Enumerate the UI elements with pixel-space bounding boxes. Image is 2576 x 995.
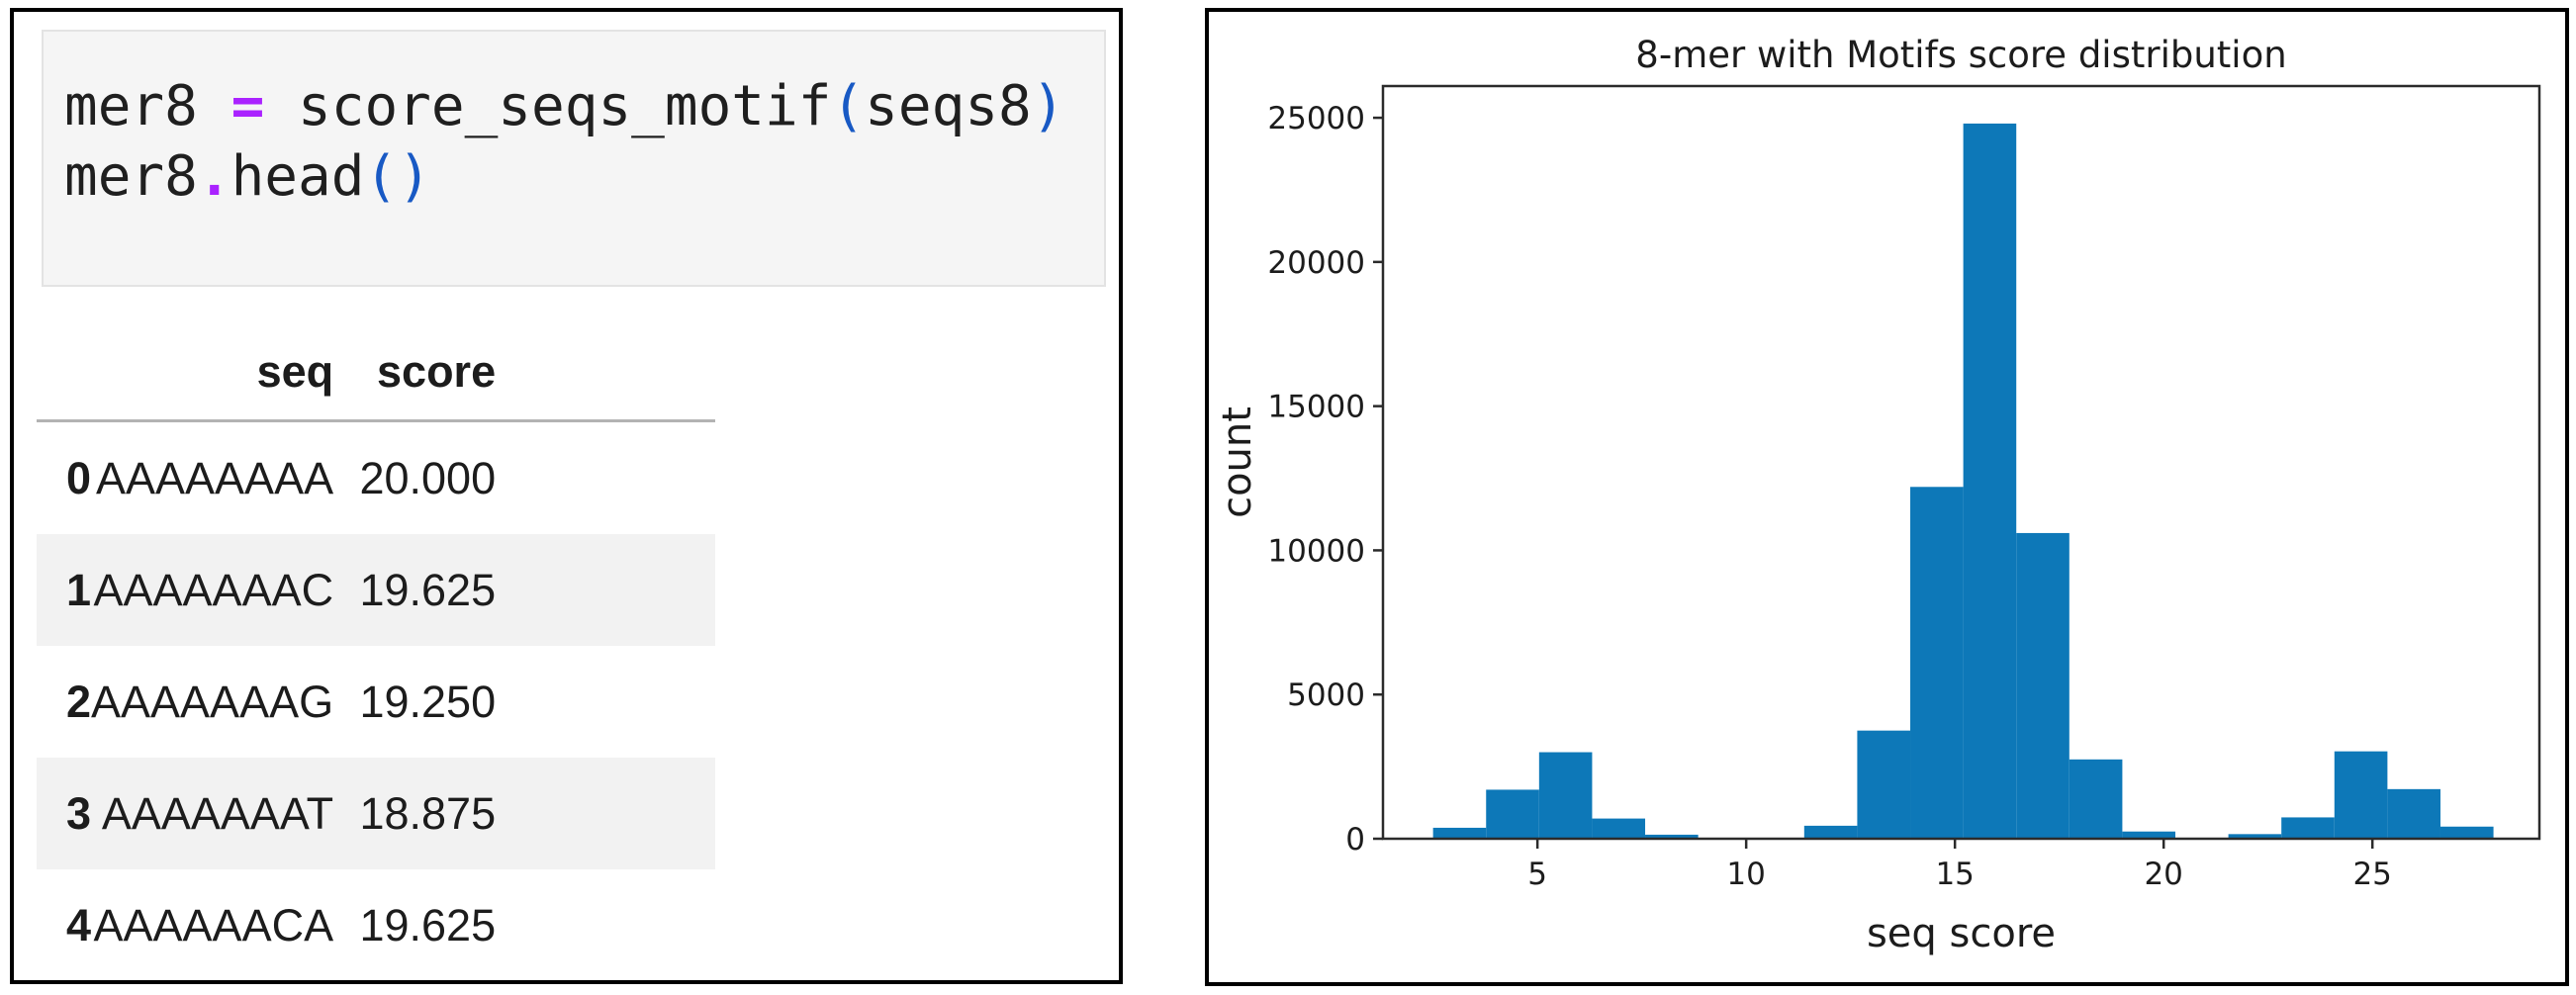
spacer-cell	[496, 869, 715, 981]
histogram-bar	[1645, 834, 1699, 839]
histogram-bar	[1432, 827, 1487, 839]
code-token: score_seqs_motif	[264, 74, 832, 138]
x-tick-label: 25	[2352, 857, 2391, 892]
y-tick-label: 25000	[1267, 101, 1365, 136]
seq-cell: AAAAAAAT	[101, 787, 334, 839]
row-index: 2	[65, 676, 91, 727]
dot-operator-token: .	[197, 144, 231, 209]
seq-cell: AAAAAACA	[93, 899, 334, 950]
x-axis-label: seq score	[1867, 911, 2056, 956]
code-token: mer8	[64, 144, 198, 209]
index-column-header	[37, 324, 91, 421]
score-cell: 19.250	[359, 676, 497, 727]
table-row: 0 AAAAAAAA 20.000	[37, 421, 715, 535]
x-tick-label: 20	[2144, 857, 2182, 892]
histogram-bar	[2281, 817, 2335, 839]
dataframe-table: seq score 0 AAAAAAAA 20.000 1 AAAAAAAC 1…	[37, 324, 716, 981]
table-row: 1 AAAAAAAC 19.625	[37, 534, 716, 646]
operator-token: =	[230, 74, 265, 138]
table-header-row: seq score	[37, 324, 716, 421]
histogram-bar	[1803, 825, 1858, 839]
histogram-bar	[1963, 123, 2017, 839]
row-index: 0	[65, 452, 91, 503]
table-row: 2 AAAAAAAG 19.250	[37, 646, 715, 758]
histogram-bar	[2228, 834, 2282, 839]
notebook-cell-panel: mer8 = score_seqs_motif(seqs8) mer8.head…	[10, 8, 1123, 984]
histogram-bar	[1538, 752, 1593, 839]
y-axis-label: count	[1215, 407, 1260, 518]
x-tick-label: 15	[1935, 857, 1974, 892]
histogram-bar	[1592, 818, 1646, 839]
plot-border	[1381, 84, 2541, 841]
y-tick-label: 5000	[1287, 678, 1365, 713]
seq-cell: AAAAAAAC	[93, 564, 334, 615]
code-cell-input[interactable]: mer8 = score_seqs_motif(seqs8) mer8.head…	[42, 30, 1106, 287]
score-column-header: score	[377, 346, 497, 397]
histogram-bar	[2387, 788, 2440, 839]
score-cell: 20.000	[359, 452, 497, 503]
histogram-bar	[2439, 826, 2494, 839]
spacer-cell	[496, 758, 715, 869]
spacer-column-header	[496, 324, 715, 421]
seq-cell: AAAAAAAG	[91, 676, 334, 727]
score-cell: 19.625	[359, 899, 497, 950]
histogram-bar	[2016, 532, 2070, 839]
row-index: 1	[65, 564, 91, 615]
x-tick-label: 5	[1527, 857, 1547, 892]
spacer-cell	[496, 421, 715, 535]
histogram-chart: 5 10 15 20 25 0 5000 10000 15000 20000 25000 8-mer …	[1215, 34, 2541, 956]
y-tick-label: 0	[1345, 822, 1365, 858]
code-line-1: mer8 = score_seqs_motif(seqs8)	[64, 71, 1094, 141]
histogram-bar	[2334, 751, 2388, 839]
open-paren-token: (	[364, 144, 399, 209]
dataframe-output: seq score 0 AAAAAAAA 20.000 1 AAAAAAAC 1…	[37, 324, 716, 981]
seq-column-header: seq	[256, 346, 334, 397]
code-token: seqs8	[865, 74, 1032, 138]
score-cell: 18.875	[359, 787, 497, 839]
spacer-cell	[496, 646, 715, 758]
seq-cell: AAAAAAAA	[95, 452, 334, 503]
close-paren-token: )	[398, 144, 431, 209]
open-paren-token: (	[831, 74, 866, 138]
close-paren-token: )	[1031, 74, 1065, 138]
table-row: 3 AAAAAAAT 18.875	[37, 758, 716, 869]
spacer-cell	[496, 534, 715, 646]
code-token: head	[230, 144, 365, 209]
code-token: mer8	[64, 74, 231, 138]
y-tick-label: 15000	[1267, 390, 1365, 425]
histogram-bar	[2122, 831, 2175, 839]
y-tick-label: 10000	[1267, 533, 1365, 569]
histogram-bar	[1857, 730, 1911, 839]
histogram-bar	[1910, 487, 1964, 839]
code-line-2: mer8.head()	[64, 141, 1094, 212]
x-tick-label: 10	[1726, 857, 1765, 892]
histogram-bar	[1486, 789, 1539, 839]
chart-title: 8-mer with Motifs score distribution	[1635, 34, 2286, 76]
row-index: 3	[65, 787, 91, 839]
row-index: 4	[65, 899, 91, 950]
table-row: 4 AAAAAACA 19.625	[37, 869, 715, 981]
y-tick-label: 20000	[1267, 245, 1365, 281]
figure-panel: 5 10 15 20 25 0 5000 10000 15000 20000 25000 8-mer …	[1205, 8, 2569, 986]
score-cell: 19.625	[359, 564, 497, 615]
histogram-bar	[2069, 759, 2123, 839]
